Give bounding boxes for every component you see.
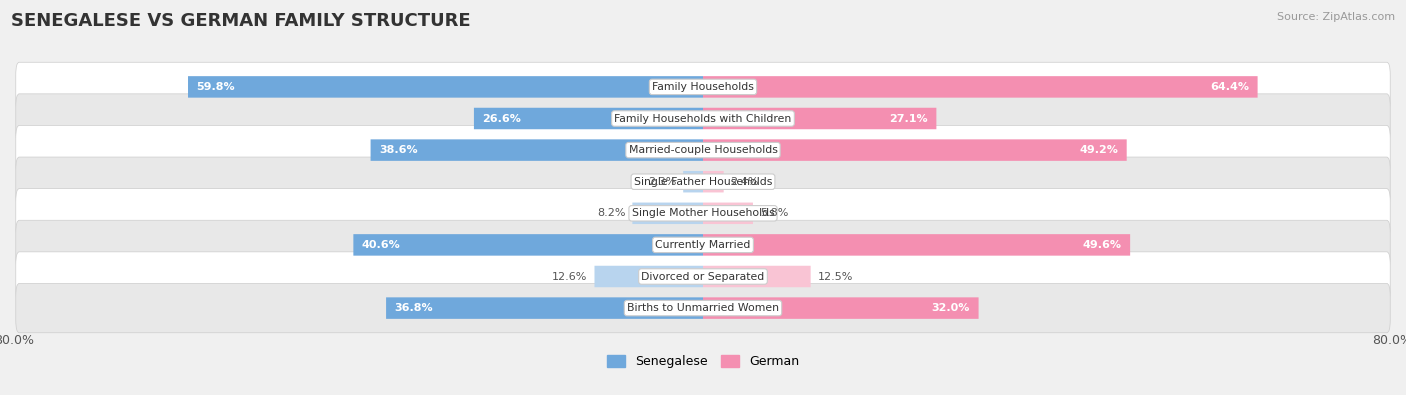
Text: Currently Married: Currently Married — [655, 240, 751, 250]
FancyBboxPatch shape — [703, 234, 1130, 256]
FancyBboxPatch shape — [15, 62, 1391, 111]
FancyBboxPatch shape — [15, 220, 1391, 269]
Text: Births to Unmarried Women: Births to Unmarried Women — [627, 303, 779, 313]
Text: 12.5%: 12.5% — [817, 271, 853, 282]
Text: 32.0%: 32.0% — [932, 303, 970, 313]
Text: 12.6%: 12.6% — [553, 271, 588, 282]
Text: Single Father Households: Single Father Households — [634, 177, 772, 187]
Text: Divorced or Separated: Divorced or Separated — [641, 271, 765, 282]
Text: 38.6%: 38.6% — [380, 145, 418, 155]
FancyBboxPatch shape — [703, 171, 724, 192]
Text: 8.2%: 8.2% — [598, 208, 626, 218]
FancyBboxPatch shape — [353, 234, 703, 256]
FancyBboxPatch shape — [703, 76, 1257, 98]
FancyBboxPatch shape — [633, 203, 703, 224]
FancyBboxPatch shape — [703, 139, 1126, 161]
FancyBboxPatch shape — [703, 297, 979, 319]
Text: 5.8%: 5.8% — [759, 208, 789, 218]
Text: 49.2%: 49.2% — [1080, 145, 1118, 155]
FancyBboxPatch shape — [387, 297, 703, 319]
Text: 36.8%: 36.8% — [395, 303, 433, 313]
Text: 2.4%: 2.4% — [731, 177, 759, 187]
FancyBboxPatch shape — [683, 171, 703, 192]
FancyBboxPatch shape — [371, 139, 703, 161]
Text: 64.4%: 64.4% — [1211, 82, 1249, 92]
FancyBboxPatch shape — [15, 157, 1391, 206]
FancyBboxPatch shape — [474, 108, 703, 129]
FancyBboxPatch shape — [703, 266, 811, 287]
FancyBboxPatch shape — [15, 284, 1391, 333]
FancyBboxPatch shape — [595, 266, 703, 287]
Text: Source: ZipAtlas.com: Source: ZipAtlas.com — [1277, 12, 1395, 22]
Text: Family Households: Family Households — [652, 82, 754, 92]
Text: 26.6%: 26.6% — [482, 113, 522, 124]
FancyBboxPatch shape — [703, 203, 754, 224]
FancyBboxPatch shape — [15, 252, 1391, 301]
Text: Married-couple Households: Married-couple Households — [628, 145, 778, 155]
FancyBboxPatch shape — [15, 126, 1391, 175]
FancyBboxPatch shape — [703, 108, 936, 129]
Text: 49.6%: 49.6% — [1083, 240, 1122, 250]
FancyBboxPatch shape — [15, 189, 1391, 238]
Text: 40.6%: 40.6% — [361, 240, 401, 250]
Text: 2.3%: 2.3% — [648, 177, 676, 187]
Text: 59.8%: 59.8% — [197, 82, 235, 92]
FancyBboxPatch shape — [15, 94, 1391, 143]
Text: Family Households with Children: Family Households with Children — [614, 113, 792, 124]
Text: 27.1%: 27.1% — [889, 113, 928, 124]
Legend: Senegalese, German: Senegalese, German — [602, 350, 804, 373]
Text: Single Mother Households: Single Mother Households — [631, 208, 775, 218]
FancyBboxPatch shape — [188, 76, 703, 98]
Text: SENEGALESE VS GERMAN FAMILY STRUCTURE: SENEGALESE VS GERMAN FAMILY STRUCTURE — [11, 12, 471, 30]
